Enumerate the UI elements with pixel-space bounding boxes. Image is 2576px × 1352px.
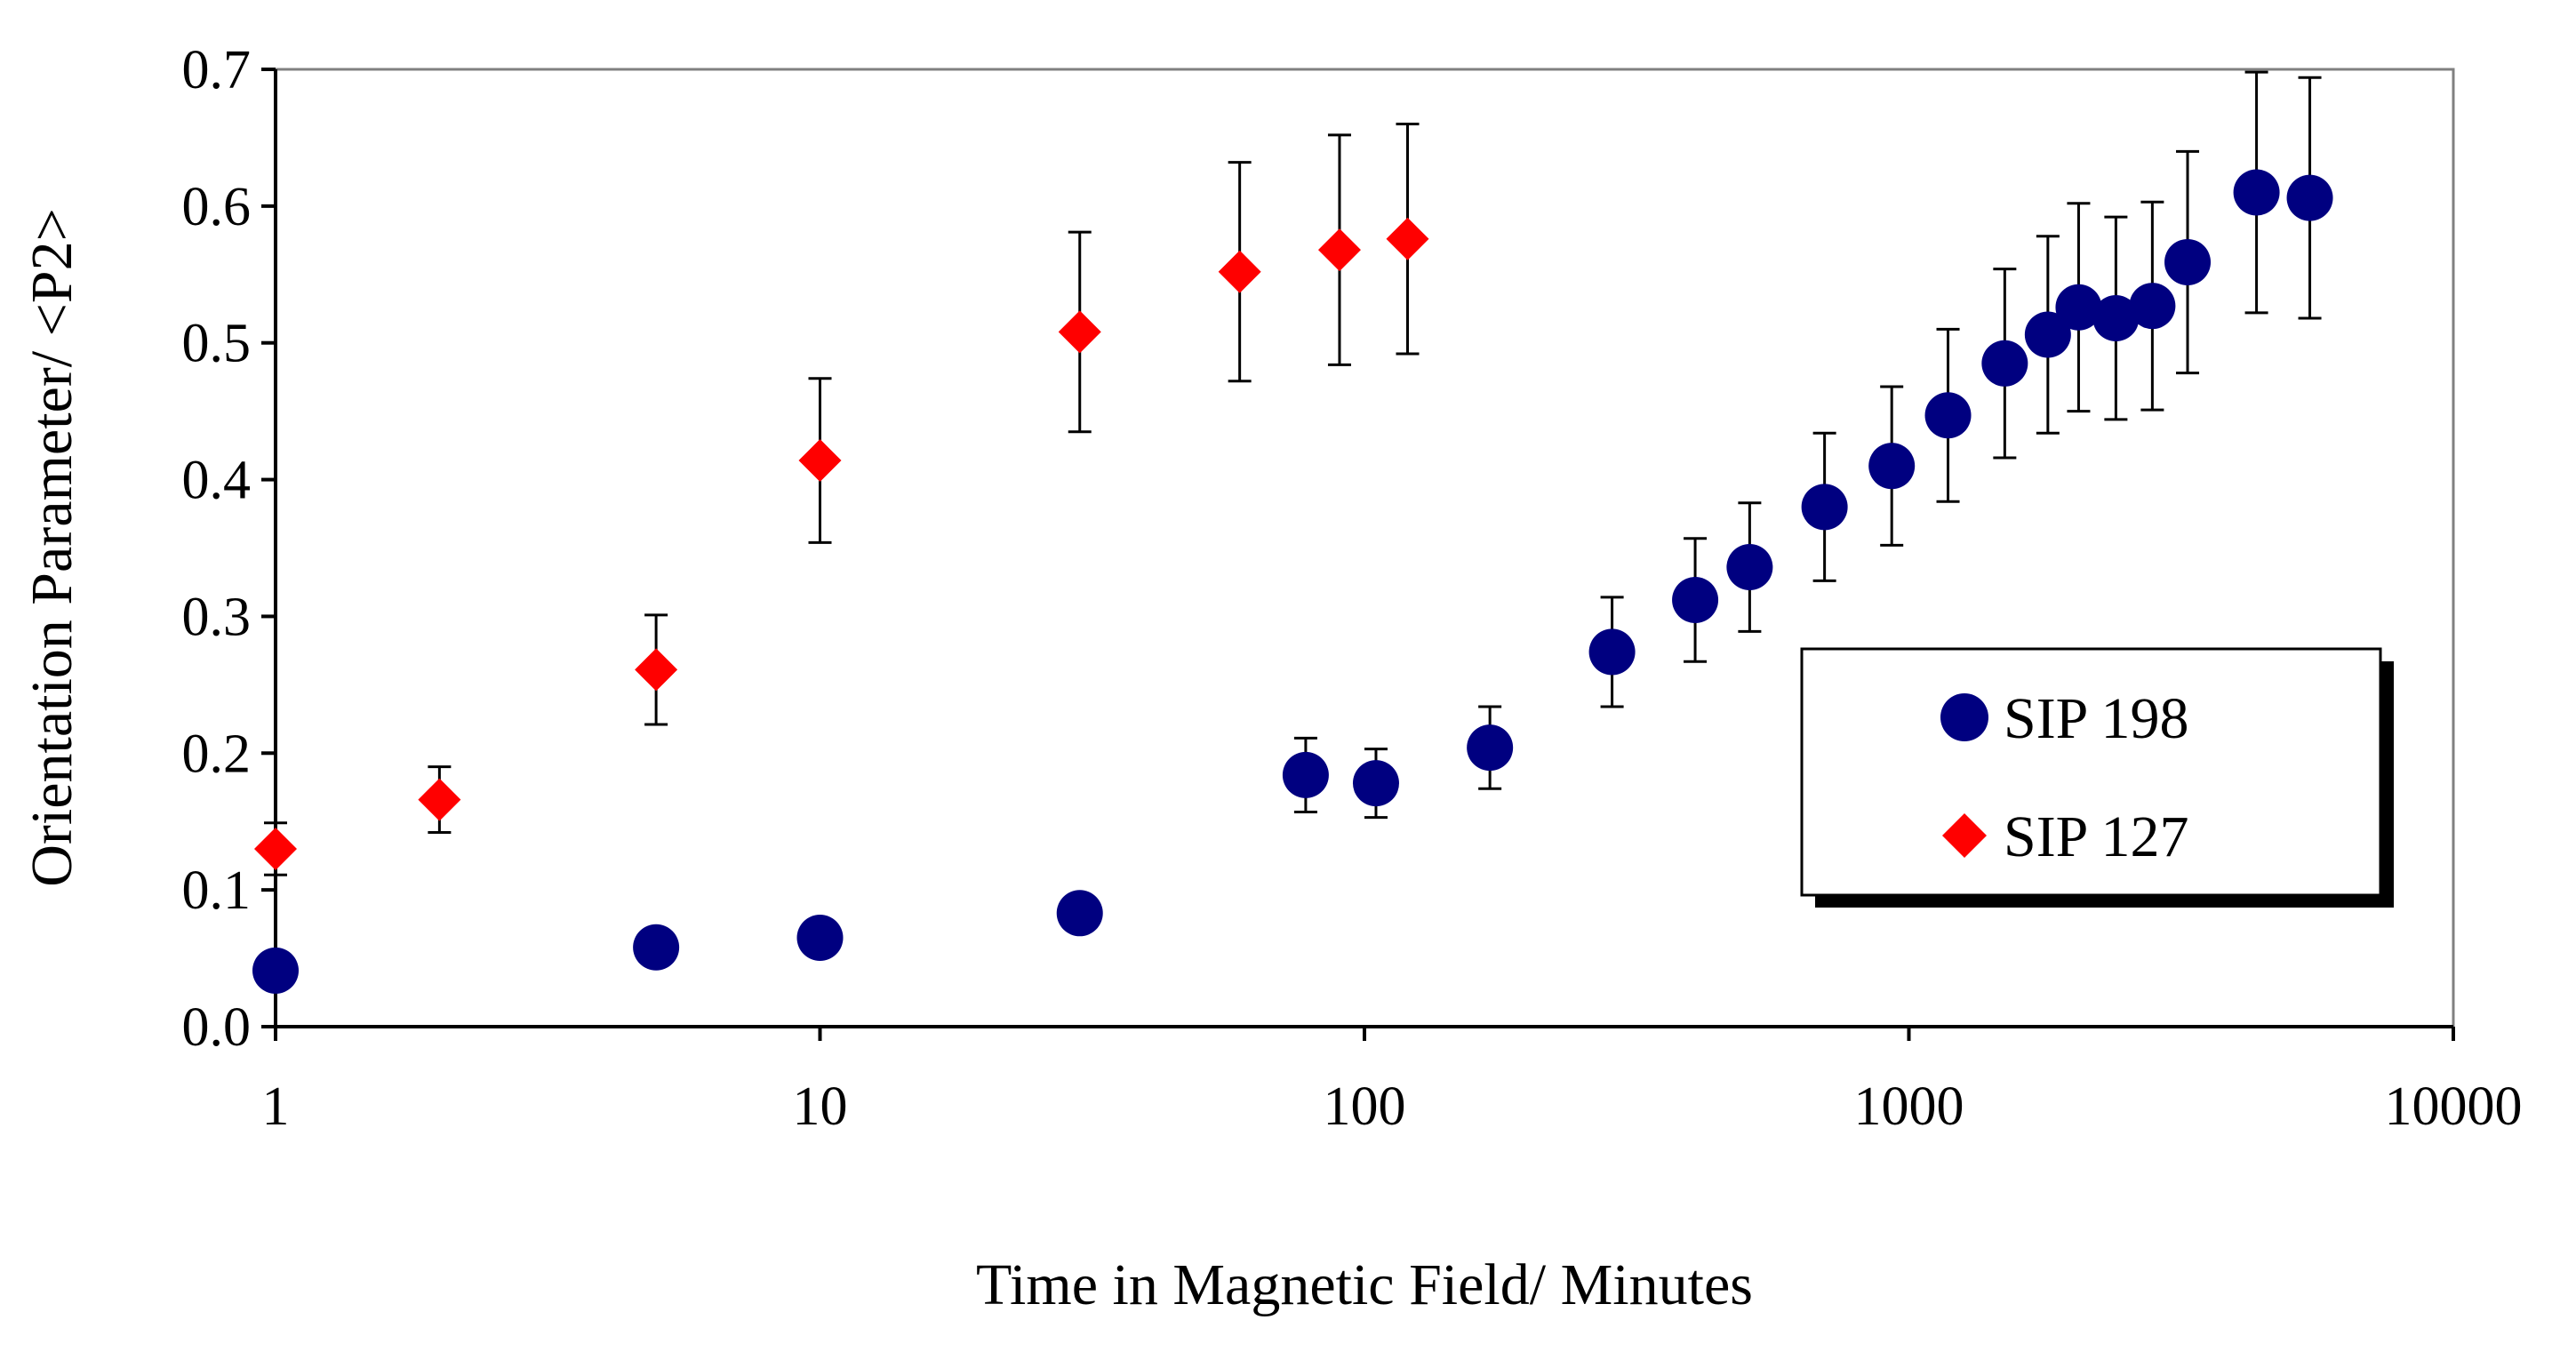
data-point-sip-198: [1801, 484, 1848, 531]
data-point-sip-198: [1981, 340, 2028, 387]
data-point-sip-127: [1317, 228, 1361, 272]
y-tick-label: 0.1: [182, 860, 252, 921]
x-axis-title: Time in Magnetic Field/ Minutes: [976, 1252, 1753, 1317]
data-point-sip-198: [252, 947, 299, 994]
data-point-sip-198: [1352, 760, 1399, 807]
data-point-sip-198: [1726, 544, 1773, 591]
data-point-sip-198: [2055, 284, 2102, 331]
data-point-sip-198: [2024, 311, 2071, 358]
x-tick-label: 10000: [2385, 1076, 2523, 1137]
y-tick-label: 0.0: [182, 997, 252, 1058]
data-point-sip-127: [798, 439, 842, 483]
series-sip-198: [252, 70, 2333, 994]
data-point-sip-198: [2129, 283, 2176, 330]
data-point-sip-198: [1056, 890, 1103, 937]
data-point-sip-198: [2286, 174, 2333, 221]
y-axis-ticks: 0.0 0.1 0.2 0.3 0.4 0.5 0.6 0.7: [182, 40, 276, 1058]
x-tick-label: 1: [262, 1076, 290, 1137]
y-tick-label: 0.2: [182, 724, 252, 784]
data-series: [252, 70, 2333, 994]
y-tick-label: 0.3: [182, 587, 252, 647]
data-point-sip-127: [254, 827, 297, 870]
data-point-sip-127: [1058, 310, 1101, 354]
data-point-sip-127: [1386, 217, 1429, 260]
x-axis-ticks: 1 10 100 1000 10000: [262, 1027, 2523, 1137]
data-point-sip-198: [1868, 443, 1916, 490]
data-point-sip-198: [1588, 628, 1636, 676]
data-point-sip-127: [418, 778, 461, 821]
legend-marker-sip-127: [1942, 813, 1987, 858]
data-point-sip-127: [1218, 250, 1261, 293]
data-point-sip-198: [633, 924, 680, 971]
data-point-sip-198: [1282, 751, 1329, 798]
legend-label-sip-127: SIP 127: [2004, 804, 2188, 869]
y-tick-label: 0.6: [182, 177, 252, 237]
data-point-sip-198: [796, 914, 844, 961]
y-tick-label: 0.7: [182, 40, 252, 100]
data-point-sip-198: [1672, 576, 1719, 623]
data-point-sip-198: [1924, 392, 1972, 439]
series-sip-127: [254, 123, 1429, 876]
legend-box: [1800, 647, 2382, 897]
y-tick-label: 0.5: [182, 314, 252, 374]
x-tick-label: 100: [1324, 1076, 1406, 1137]
legend-marker-sip-198: [1940, 693, 1988, 741]
data-point-sip-198: [2164, 238, 2212, 285]
data-point-sip-198: [1467, 724, 1514, 772]
data-point-sip-127: [635, 648, 678, 692]
legend-label-sip-198: SIP 198: [2004, 686, 2188, 751]
data-point-sip-198: [2233, 169, 2280, 216]
y-axis-title: Orientation Parameter/ <P2>: [20, 208, 84, 887]
y-tick-label: 0.4: [182, 451, 252, 511]
x-tick-label: 10: [793, 1076, 848, 1137]
legend: SIP 198 SIP 127: [1800, 647, 2394, 908]
data-point-sip-198: [2092, 295, 2140, 342]
x-tick-label: 1000: [1854, 1076, 1964, 1137]
